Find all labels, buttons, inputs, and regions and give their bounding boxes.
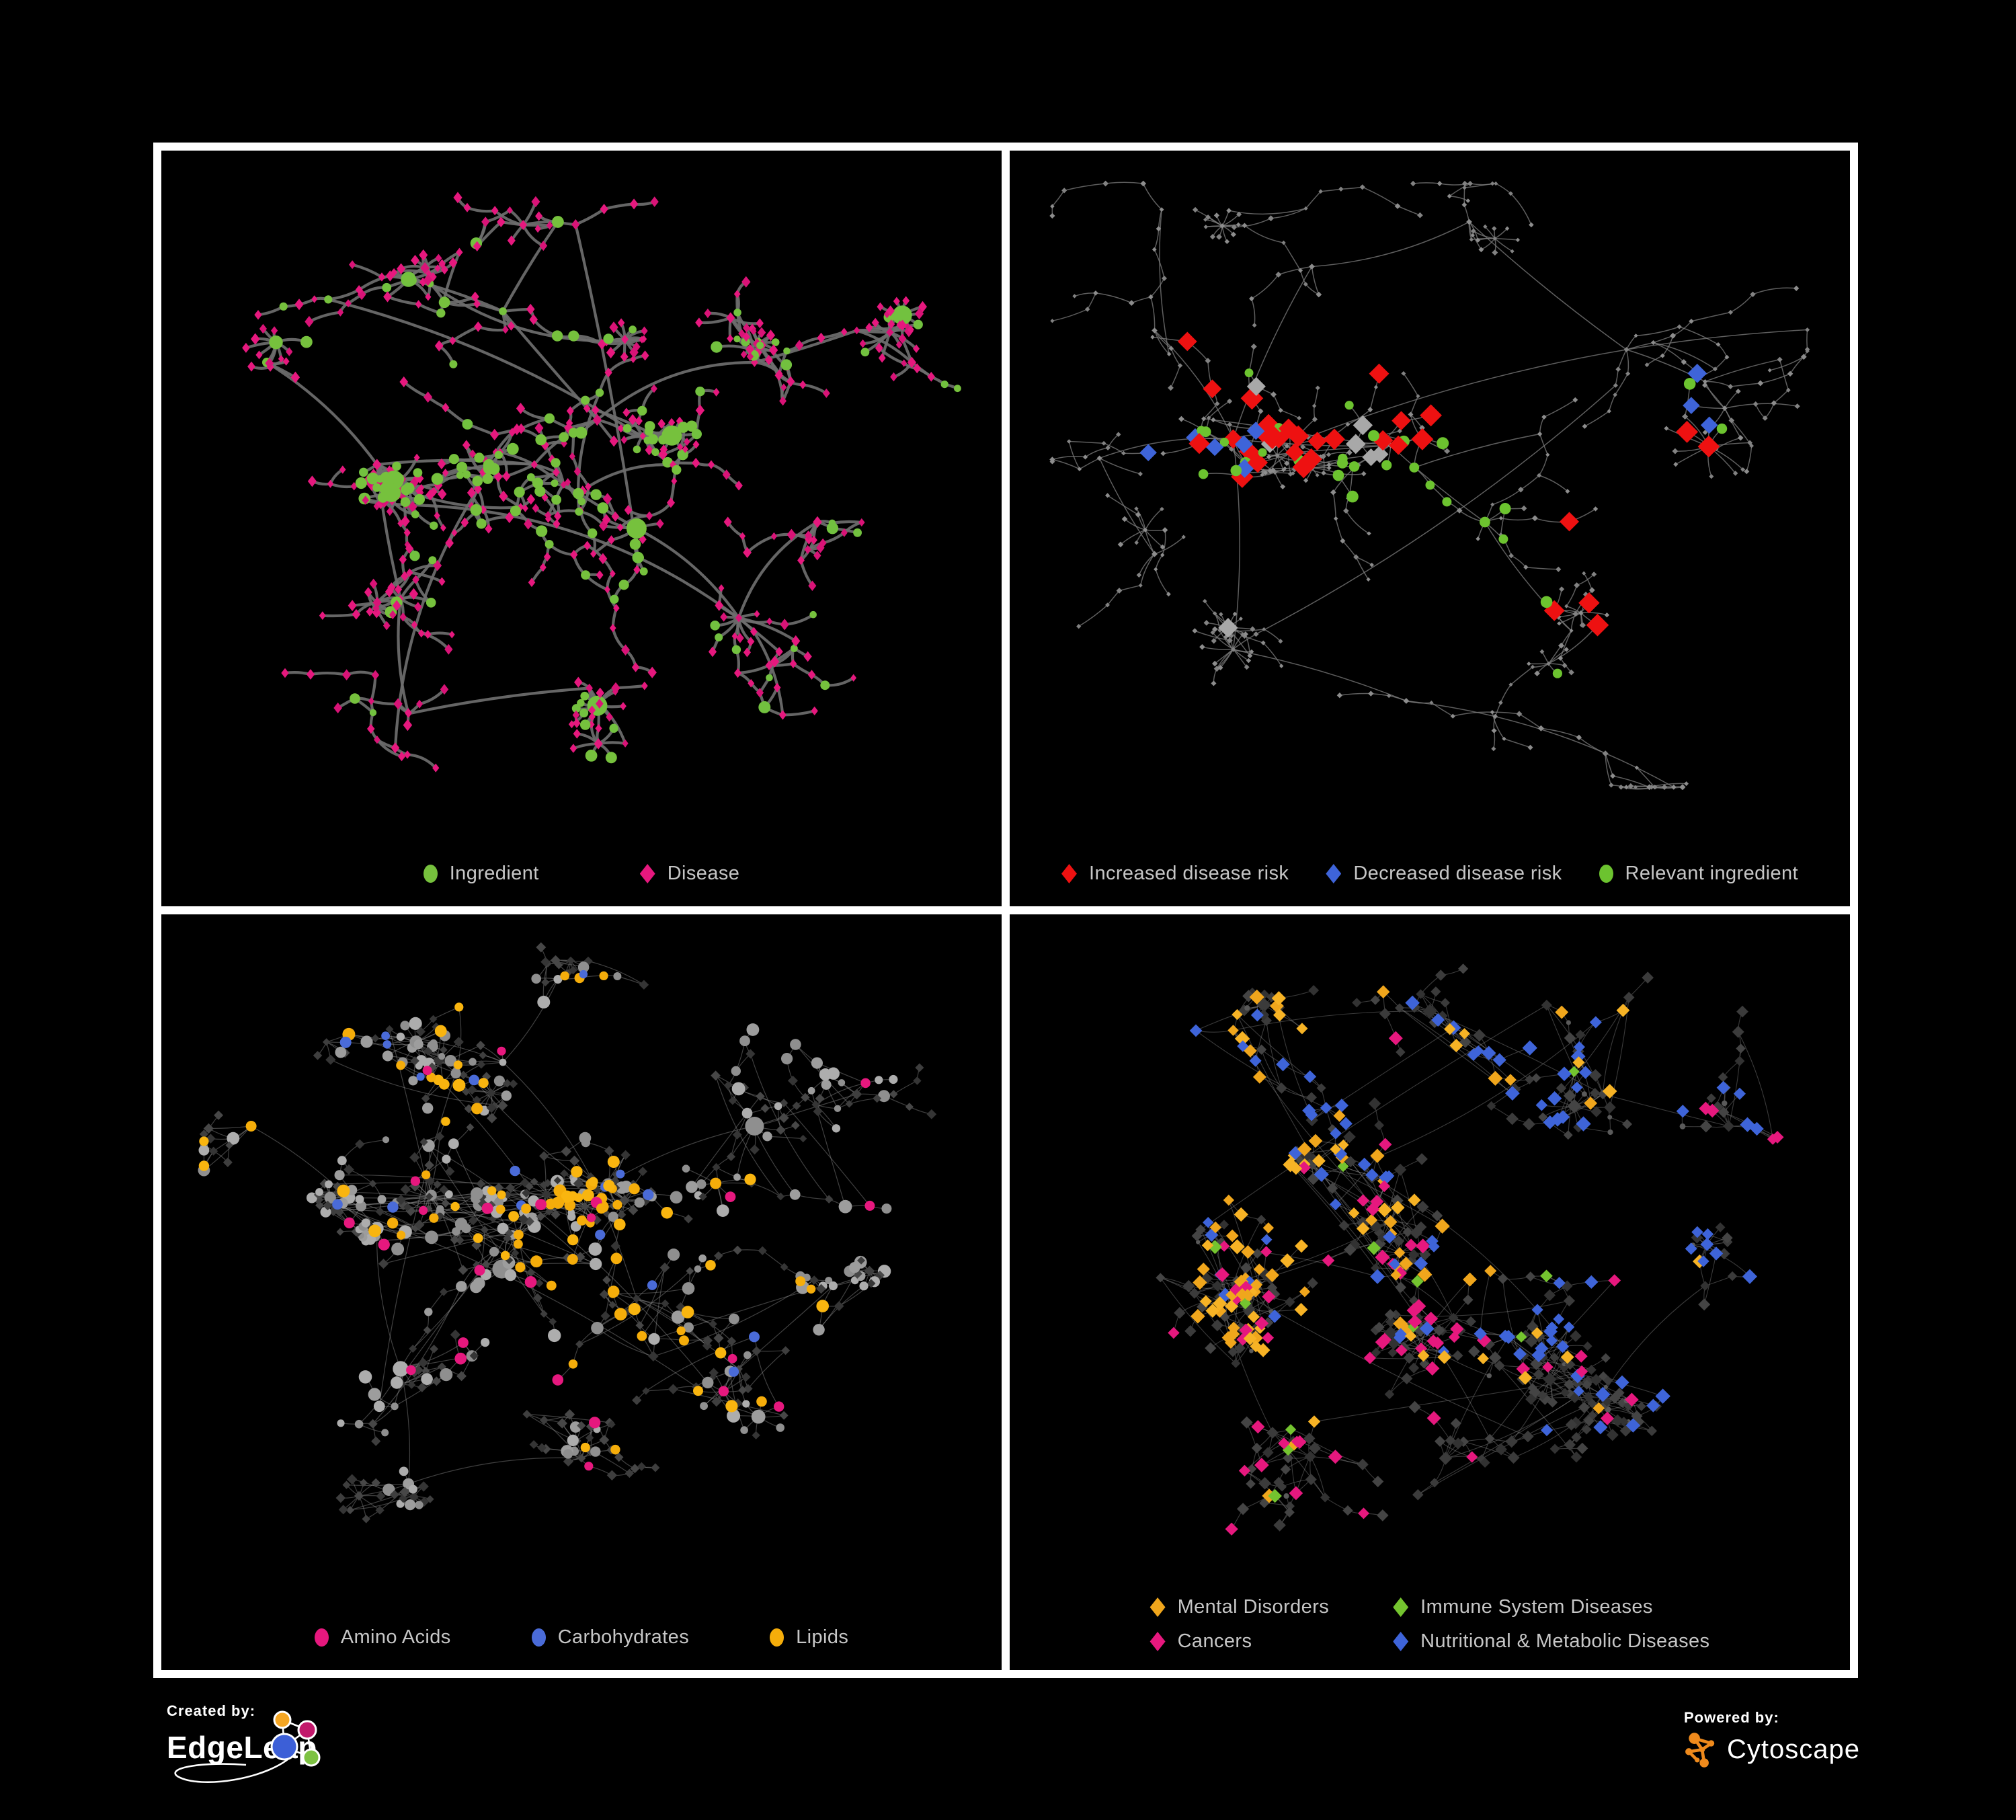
panel-disease-risk: Increased disease risk Decreased disease… bbox=[1010, 151, 1850, 906]
decreased-risk-diamond-icon bbox=[1326, 864, 1342, 883]
legend-item-cancers: Cancers bbox=[1150, 1630, 1252, 1653]
legend-label: Carbohydrates bbox=[557, 1626, 690, 1648]
cytoscape-logo-row: Cytoscape bbox=[1684, 1729, 1899, 1770]
relevant-ingredient-circle-icon bbox=[1599, 865, 1613, 883]
mental-disorders-diamond-icon bbox=[1150, 1597, 1166, 1617]
created-by-label: Created by: bbox=[167, 1702, 256, 1719]
legend-label: Cancers bbox=[1177, 1630, 1252, 1652]
network-graph-disease-classes bbox=[1156, 963, 1784, 1536]
ingredient-circle-icon bbox=[423, 865, 438, 883]
legend-disease-classes: Mental Disorders Immune System Diseases … bbox=[1150, 1596, 1710, 1653]
legend-label: Disease bbox=[667, 863, 740, 884]
lipids-circle-icon bbox=[770, 1628, 784, 1647]
legend-label: Lipids bbox=[796, 1626, 849, 1648]
network-graph-macronutrients bbox=[198, 942, 937, 1524]
cytoscape-brand-text: Cytoscape bbox=[1727, 1734, 1860, 1764]
panel-ingredient-disease: Ingredient Disease bbox=[161, 151, 1002, 906]
amino-acids-circle-icon bbox=[314, 1628, 329, 1647]
legend-item-amino-acids: Amino Acids bbox=[314, 1626, 451, 1649]
legend-label: Mental Disorders bbox=[1177, 1596, 1330, 1618]
legend-item-lipids: Lipids bbox=[770, 1626, 848, 1649]
legend-label: Decreased disease risk bbox=[1353, 863, 1562, 884]
edgeleap-credit: Created by: EdgeLeap bbox=[167, 1702, 382, 1803]
disease-diamond-icon bbox=[639, 864, 655, 883]
legend-label: Ingredient bbox=[449, 863, 539, 884]
legend-label: Amino Acids bbox=[340, 1626, 451, 1648]
immune-system-diseases-diamond-icon bbox=[1393, 1597, 1409, 1617]
legend-ingredient-disease: Ingredient Disease bbox=[161, 863, 1002, 885]
panels-frame: Ingredient Disease Increased disease ris… bbox=[153, 143, 1858, 1678]
panel-disease-classes: Mental Disorders Immune System Diseases … bbox=[1010, 914, 1850, 1670]
legend-item-mental-disorders: Mental Disorders bbox=[1150, 1596, 1330, 1618]
legend-disease-risk: Increased disease risk Decreased disease… bbox=[1010, 863, 1850, 885]
nutritional-metabolic-diseases-diamond-icon bbox=[1393, 1632, 1409, 1651]
legend-item-nutritional-metabolic-diseases: Nutritional & Metabolic Diseases bbox=[1393, 1630, 1709, 1653]
legend-label: Relevant ingredient bbox=[1625, 863, 1799, 884]
legend-item-decreased-risk: Decreased disease risk bbox=[1326, 863, 1562, 885]
legend-macronutrients: Amino Acids Carbohydrates Lipids bbox=[161, 1626, 1002, 1649]
legend-label: Increased disease risk bbox=[1088, 863, 1289, 884]
cytoscape-credit: Powered by: Cytoscape bbox=[1684, 1709, 1899, 1790]
legend-item-immune-system-diseases: Immune System Diseases bbox=[1393, 1596, 1653, 1618]
increased-risk-diamond-icon bbox=[1061, 864, 1077, 883]
legend-item-increased-risk: Increased disease risk bbox=[1061, 863, 1289, 885]
legend-label: Immune System Diseases bbox=[1420, 1596, 1653, 1618]
legend-label: Nutritional & Metabolic Diseases bbox=[1420, 1630, 1710, 1652]
legend-item-disease: Disease bbox=[639, 863, 740, 885]
carbohydrates-circle-icon bbox=[531, 1628, 546, 1647]
panel-macronutrients: Amino Acids Carbohydrates Lipids bbox=[161, 914, 1002, 1670]
legend-item-relevant-ingredient: Relevant ingredient bbox=[1599, 863, 1798, 885]
cancers-diamond-icon bbox=[1150, 1632, 1166, 1651]
network-graph-disease-risk bbox=[1049, 180, 1810, 791]
network-graph-ingredient-disease bbox=[242, 192, 961, 773]
edgeleap-logo-icon bbox=[174, 1710, 321, 1783]
legend-item-carbohydrates: Carbohydrates bbox=[531, 1626, 690, 1649]
legend-item-ingredient: Ingredient bbox=[423, 863, 539, 885]
cytoscape-logo-icon bbox=[1685, 1733, 1715, 1768]
powered-by-label: Powered by: bbox=[1684, 1709, 1779, 1726]
